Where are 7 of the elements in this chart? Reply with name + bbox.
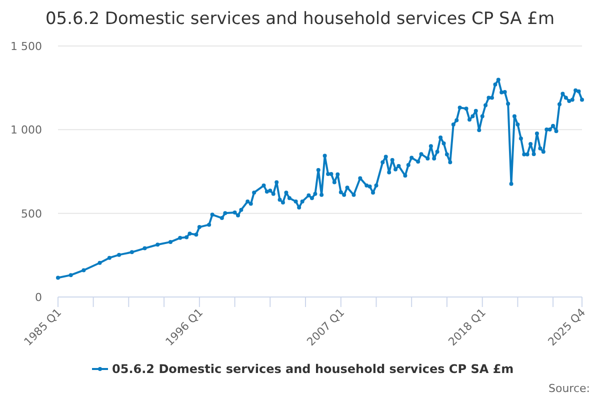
y-tick-label: 1 000 xyxy=(10,124,42,137)
y-tick-label: 500 xyxy=(21,207,42,220)
source-note: Source: xyxy=(548,382,590,395)
y-tick-label: 0 xyxy=(35,291,42,304)
chart-title: 05.6.2 Domestic services and household services CP SA £m xyxy=(45,9,555,29)
y-tick-label: 1 500 xyxy=(10,40,42,53)
legend-label: 05.6.2 Domestic services and household services CP SA £m xyxy=(112,362,514,376)
